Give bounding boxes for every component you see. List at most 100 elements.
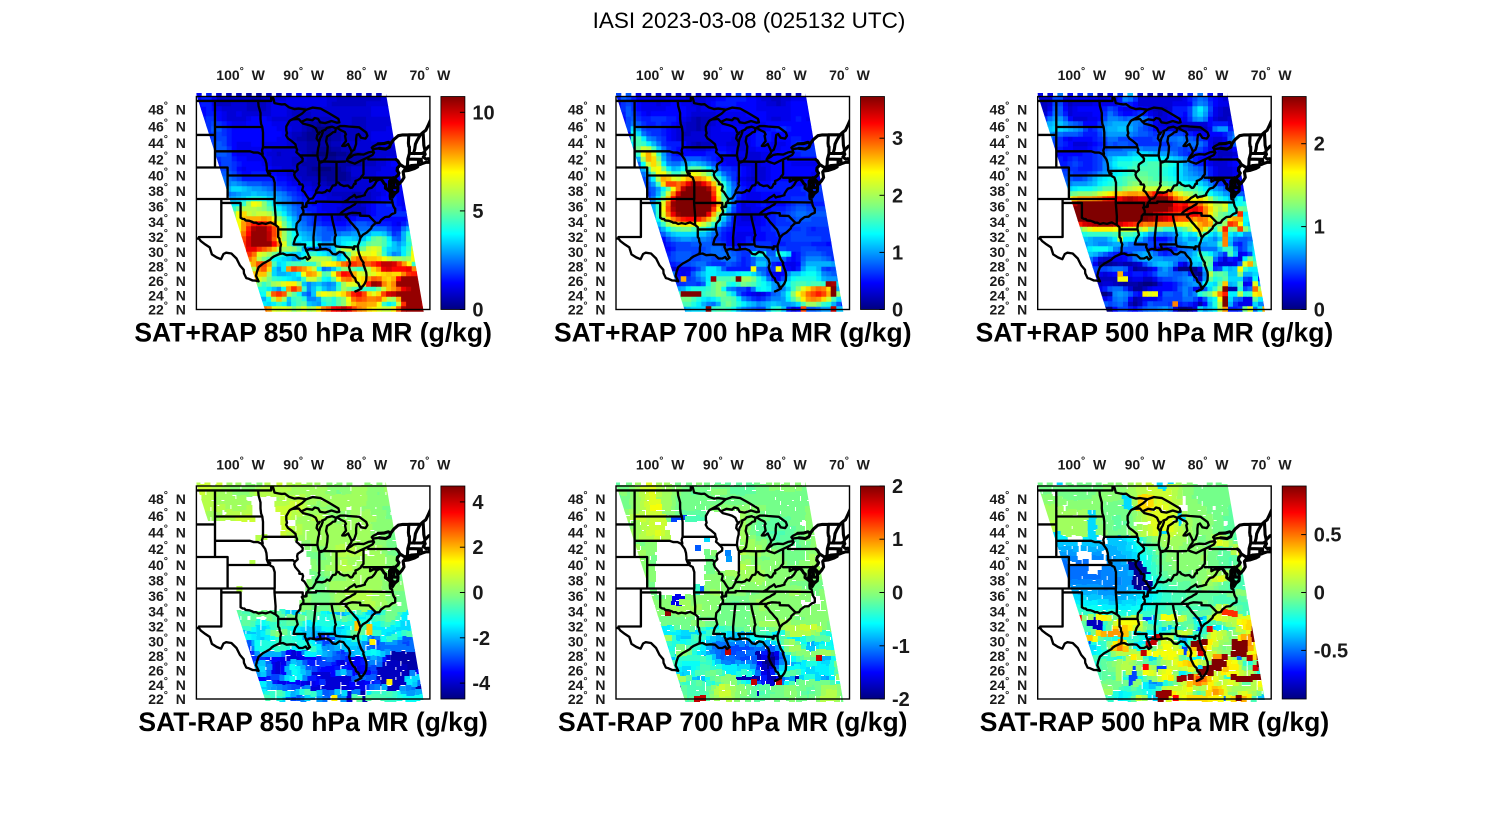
svg-text:30° N: 30° N [990, 631, 1028, 649]
svg-text:22° N: 22° N [990, 300, 1028, 318]
svg-text:80° W: 80° W [346, 65, 388, 83]
svg-text:70° W: 70° W [1251, 455, 1293, 473]
svg-text:2: 2 [892, 185, 903, 207]
svg-text:0: 0 [892, 583, 903, 605]
svg-text:24° N: 24° N [148, 675, 186, 693]
svg-text:48° N: 48° N [990, 100, 1028, 118]
svg-text:30° N: 30° N [568, 631, 606, 649]
svg-text:44° N: 44° N [990, 133, 1028, 151]
svg-text:5: 5 [472, 201, 483, 223]
svg-text:40° N: 40° N [568, 166, 606, 184]
svg-text:-2: -2 [892, 689, 910, 711]
svg-text:34° N: 34° N [568, 212, 606, 230]
svg-text:32° N: 32° N [148, 227, 186, 245]
svg-text:70° W: 70° W [829, 455, 871, 473]
svg-text:SAT+RAP 850 hPa MR (g/kg): SAT+RAP 850 hPa MR (g/kg) [134, 317, 492, 347]
svg-text:36° N: 36° N [148, 586, 186, 604]
svg-text:36° N: 36° N [990, 197, 1028, 215]
svg-text:0: 0 [472, 300, 483, 322]
svg-text:48° N: 48° N [568, 100, 606, 118]
svg-text:22° N: 22° N [568, 689, 606, 707]
svg-text:36° N: 36° N [568, 586, 606, 604]
svg-text:46° N: 46° N [568, 117, 606, 135]
svg-text:30° N: 30° N [990, 242, 1028, 260]
svg-text:3: 3 [892, 128, 903, 150]
svg-text:46° N: 46° N [990, 506, 1028, 524]
svg-text:80° W: 80° W [1188, 455, 1230, 473]
svg-text:48° N: 48° N [568, 489, 606, 507]
svg-text:100° W: 100° W [636, 65, 685, 83]
svg-text:32° N: 32° N [568, 617, 606, 635]
svg-text:24° N: 24° N [148, 285, 186, 303]
svg-text:44° N: 44° N [990, 523, 1028, 541]
svg-text:100° W: 100° W [1058, 65, 1107, 83]
svg-text:100° W: 100° W [216, 455, 265, 473]
svg-text:42° N: 42° N [568, 150, 606, 168]
svg-text:44° N: 44° N [148, 133, 186, 151]
svg-text:1: 1 [1314, 217, 1325, 239]
svg-text:44° N: 44° N [148, 523, 186, 541]
svg-text:0: 0 [1314, 583, 1325, 605]
svg-text:26° N: 26° N [148, 271, 186, 289]
svg-text:46° N: 46° N [148, 117, 186, 135]
svg-text:SAT+RAP 700 hPa MR (g/kg): SAT+RAP 700 hPa MR (g/kg) [554, 317, 912, 347]
svg-text:80° W: 80° W [766, 455, 808, 473]
svg-text:28° N: 28° N [148, 257, 186, 275]
svg-text:90° W: 90° W [1125, 65, 1167, 83]
svg-text:22° N: 22° N [568, 300, 606, 318]
svg-text:38° N: 38° N [990, 571, 1028, 589]
svg-text:26° N: 26° N [990, 271, 1028, 289]
svg-text:2: 2 [472, 537, 483, 559]
svg-text:90° W: 90° W [283, 65, 325, 83]
svg-text:28° N: 28° N [990, 646, 1028, 664]
svg-text:-4: -4 [472, 673, 491, 695]
svg-text:36° N: 36° N [148, 197, 186, 215]
svg-text:0: 0 [1314, 300, 1325, 322]
svg-text:48° N: 48° N [990, 489, 1028, 507]
svg-text:0.5: 0.5 [1314, 525, 1342, 547]
svg-text:100° W: 100° W [636, 455, 685, 473]
svg-text:38° N: 38° N [148, 181, 186, 199]
svg-text:100° W: 100° W [216, 65, 265, 83]
svg-text:36° N: 36° N [568, 197, 606, 215]
svg-text:-0.5: -0.5 [1314, 640, 1348, 662]
svg-text:40° N: 40° N [148, 166, 186, 184]
svg-text:70° W: 70° W [410, 455, 452, 473]
svg-text:80° W: 80° W [346, 455, 388, 473]
svg-text:SAT+RAP 500 hPa MR (g/kg): SAT+RAP 500 hPa MR (g/kg) [976, 317, 1334, 347]
svg-text:10: 10 [472, 102, 494, 124]
svg-text:24° N: 24° N [568, 285, 606, 303]
svg-text:SAT-RAP 850 hPa MR (g/kg): SAT-RAP 850 hPa MR (g/kg) [138, 707, 487, 737]
svg-text:44° N: 44° N [568, 523, 606, 541]
svg-text:24° N: 24° N [990, 675, 1028, 693]
svg-text:0: 0 [892, 300, 903, 322]
svg-text:70° W: 70° W [410, 65, 452, 83]
svg-text:38° N: 38° N [568, 571, 606, 589]
svg-text:36° N: 36° N [990, 586, 1028, 604]
svg-text:0: 0 [472, 583, 483, 605]
svg-text:32° N: 32° N [990, 617, 1028, 635]
svg-text:70° W: 70° W [1251, 65, 1293, 83]
svg-text:28° N: 28° N [990, 257, 1028, 275]
svg-text:40° N: 40° N [990, 555, 1028, 573]
svg-text:SAT-RAP 500 hPa MR (g/kg): SAT-RAP 500 hPa MR (g/kg) [980, 707, 1329, 737]
svg-text:4: 4 [472, 492, 484, 514]
svg-text:28° N: 28° N [568, 646, 606, 664]
svg-text:2: 2 [892, 476, 903, 498]
svg-text:IASI 2023-03-08 (025132 UTC): IASI 2023-03-08 (025132 UTC) [593, 8, 906, 33]
svg-text:22° N: 22° N [148, 300, 186, 318]
svg-text:40° N: 40° N [148, 555, 186, 573]
svg-text:26° N: 26° N [568, 661, 606, 679]
svg-text:90° W: 90° W [1125, 455, 1167, 473]
svg-text:46° N: 46° N [568, 506, 606, 524]
svg-text:28° N: 28° N [568, 257, 606, 275]
svg-text:46° N: 46° N [148, 506, 186, 524]
svg-text:40° N: 40° N [990, 166, 1028, 184]
svg-text:30° N: 30° N [148, 242, 186, 260]
svg-text:SAT-RAP 700 hPa MR (g/kg): SAT-RAP 700 hPa MR (g/kg) [558, 707, 907, 737]
svg-text:80° W: 80° W [1188, 65, 1230, 83]
svg-text:34° N: 34° N [148, 602, 186, 620]
svg-text:70° W: 70° W [829, 65, 871, 83]
svg-text:26° N: 26° N [990, 661, 1028, 679]
svg-text:48° N: 48° N [148, 489, 186, 507]
